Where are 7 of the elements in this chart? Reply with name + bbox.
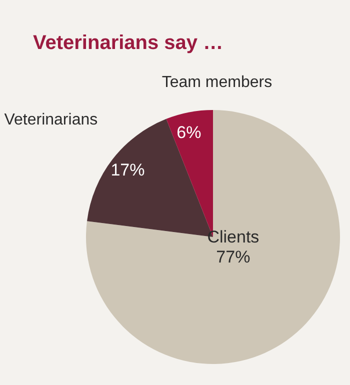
slice-label: Team members bbox=[162, 74, 272, 91]
data-label: 77% bbox=[216, 248, 250, 267]
slice-label: Veterinarians bbox=[4, 111, 98, 128]
data-label: 6% bbox=[176, 123, 202, 142]
data-label: 17% bbox=[110, 160, 145, 180]
slice-label: Clients bbox=[207, 228, 260, 247]
chart-title: Veterinarians say … bbox=[33, 32, 224, 55]
